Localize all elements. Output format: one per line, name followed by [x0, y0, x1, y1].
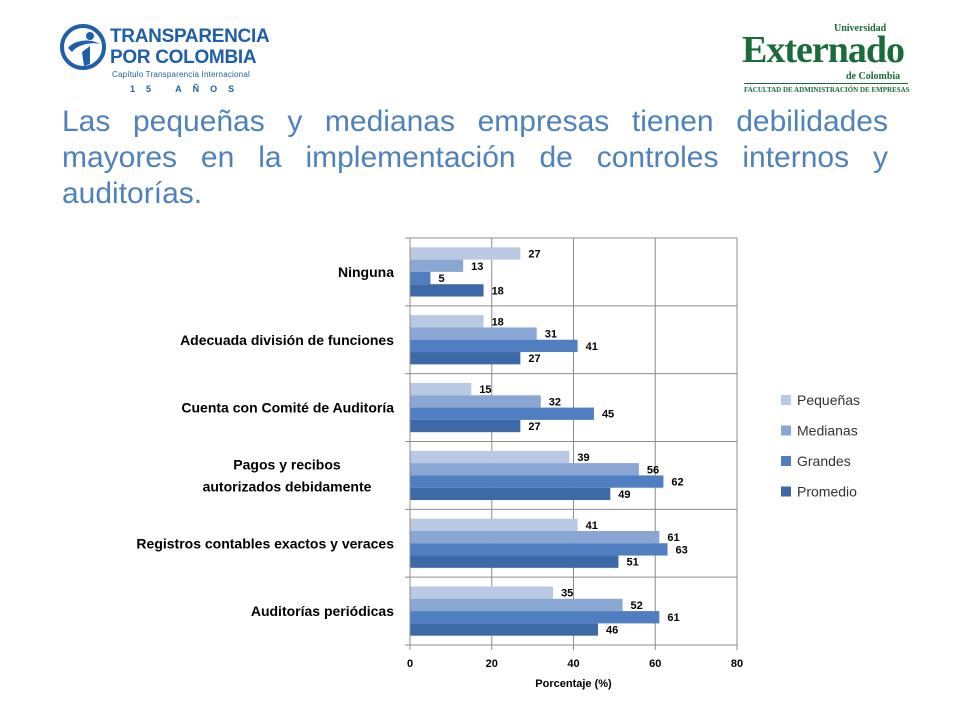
data-label-2-2: 45 — [602, 409, 614, 421]
x-tick-label-0: 0 — [407, 658, 413, 670]
data-label-4-3: 51 — [626, 557, 638, 569]
bar-2-2 — [410, 407, 594, 420]
data-label-4-0: 41 — [586, 520, 598, 532]
data-label-2-3: 27 — [528, 421, 540, 433]
bar-4-3 — [410, 555, 619, 568]
chart-axes: 0 20 40 60 80 Porcentaje (%) — [405, 237, 743, 690]
externado-logo-faculty: FACULTAD DE ADMINISTRACIÓN DE EMPRESAS — [744, 83, 910, 94]
logo-text-line3: Capítulo Transparencia Internacional — [112, 70, 250, 79]
data-label-2-1: 32 — [549, 396, 561, 408]
data-label-3-1: 56 — [647, 464, 659, 476]
externado-logo: Universidad Externado de Colombia FACULT… — [742, 22, 912, 94]
x-tick-label-3: 60 — [649, 658, 661, 670]
bar-1-1 — [410, 327, 537, 340]
data-label-0-3: 18 — [492, 285, 504, 297]
bar-4-2 — [410, 543, 668, 556]
externado-logo-main: Externado — [742, 29, 905, 71]
externado-logo-sub: de Colombia — [846, 71, 901, 82]
bar-5-3 — [410, 623, 599, 636]
category-label-5: Auditorías periódicas — [251, 603, 394, 619]
category-label-0: Ninguna — [338, 264, 394, 280]
externado-logo-top: Universidad — [834, 23, 887, 34]
transparencia-logo: TRANSPARENCIA POR COLOMBIA Capítulo Tran… — [60, 22, 270, 94]
bar-2-1 — [410, 395, 541, 408]
bar-3-2 — [410, 475, 664, 488]
x-tick-label-1: 20 — [486, 658, 498, 670]
data-label-2-0: 15 — [479, 384, 491, 396]
bar-3-0 — [410, 450, 570, 464]
chart-labels: 27 13 5 18 Ninguna 18 31 41 27 Adecuada división … — [136, 248, 687, 636]
category-label-4: Registros contables exactos y veraces — [136, 535, 394, 551]
legend-swatch-2 — [781, 456, 791, 466]
data-label-0-2: 5 — [438, 273, 444, 285]
bar-5-2 — [410, 611, 660, 624]
bar-4-0 — [410, 518, 578, 531]
bar-5-0 — [410, 586, 554, 599]
data-label-1-0: 18 — [492, 316, 504, 328]
legend-label-2: Grandes — [797, 453, 851, 469]
legend-label-1: Medianas — [797, 423, 858, 439]
bar-0-0 — [410, 247, 521, 260]
category-label-1: Adecuada división de funciones — [180, 332, 394, 348]
legend-label-3: Promedio — [797, 484, 857, 500]
logo-text-line2: POR COLOMBIA — [110, 47, 257, 68]
chart-legend: Pequeñas Medianas Grandes Promedio — [781, 392, 860, 500]
data-label-1-3: 27 — [528, 353, 540, 365]
data-label-1-2: 41 — [586, 341, 598, 353]
data-label-0-1: 13 — [471, 261, 483, 273]
x-tick-label-2: 40 — [567, 658, 579, 670]
chart-grid — [410, 237, 738, 645]
bar-0-2 — [410, 271, 431, 285]
chart-bars — [410, 247, 668, 636]
data-label-5-0: 35 — [561, 588, 573, 600]
data-label-4-2: 63 — [676, 544, 688, 556]
bar-3-1 — [410, 463, 639, 476]
legend-swatch-3 — [781, 486, 791, 497]
legend-label-0: Pequeñas — [797, 392, 860, 408]
slide-title: Las pequeñas y medianas empresas tienen … — [62, 105, 888, 210]
data-label-5-2: 61 — [667, 612, 679, 624]
bar-1-0 — [410, 315, 484, 328]
bar-2-0 — [410, 382, 472, 396]
logo-text-line4: 15 AÑOS — [130, 84, 246, 94]
data-label-3-0: 39 — [577, 452, 589, 464]
bar-3-3 — [410, 487, 611, 501]
legend-swatch-1 — [781, 425, 791, 436]
category-label-2: Cuenta con Comité de Auditoría — [181, 400, 394, 416]
x-axis-title: Porcentaje (%) — [535, 678, 612, 690]
bar-4-1 — [410, 530, 660, 544]
data-label-5-3: 46 — [606, 625, 618, 637]
bar-0-3 — [410, 284, 484, 297]
bar-2-3 — [410, 419, 521, 433]
data-label-4-1: 61 — [667, 532, 679, 544]
bar-1-3 — [410, 352, 521, 365]
data-label-3-3: 49 — [618, 489, 630, 501]
data-label-0-0: 27 — [528, 248, 540, 260]
logo-text-line1: TRANSPARENCIA — [110, 26, 270, 47]
bar-5-1 — [410, 598, 623, 612]
data-label-5-1: 52 — [631, 600, 643, 612]
bar-0-1 — [410, 259, 464, 272]
data-label-1-1: 31 — [545, 329, 557, 341]
category-label-3: Pagos y recibos autorizados debidamente — [203, 456, 372, 494]
bar-1-2 — [410, 339, 578, 353]
x-tick-label-4: 80 — [731, 658, 743, 670]
data-label-3-2: 62 — [671, 477, 683, 489]
transparencia-globe-icon — [60, 24, 106, 70]
legend-swatch-0 — [781, 395, 791, 405]
